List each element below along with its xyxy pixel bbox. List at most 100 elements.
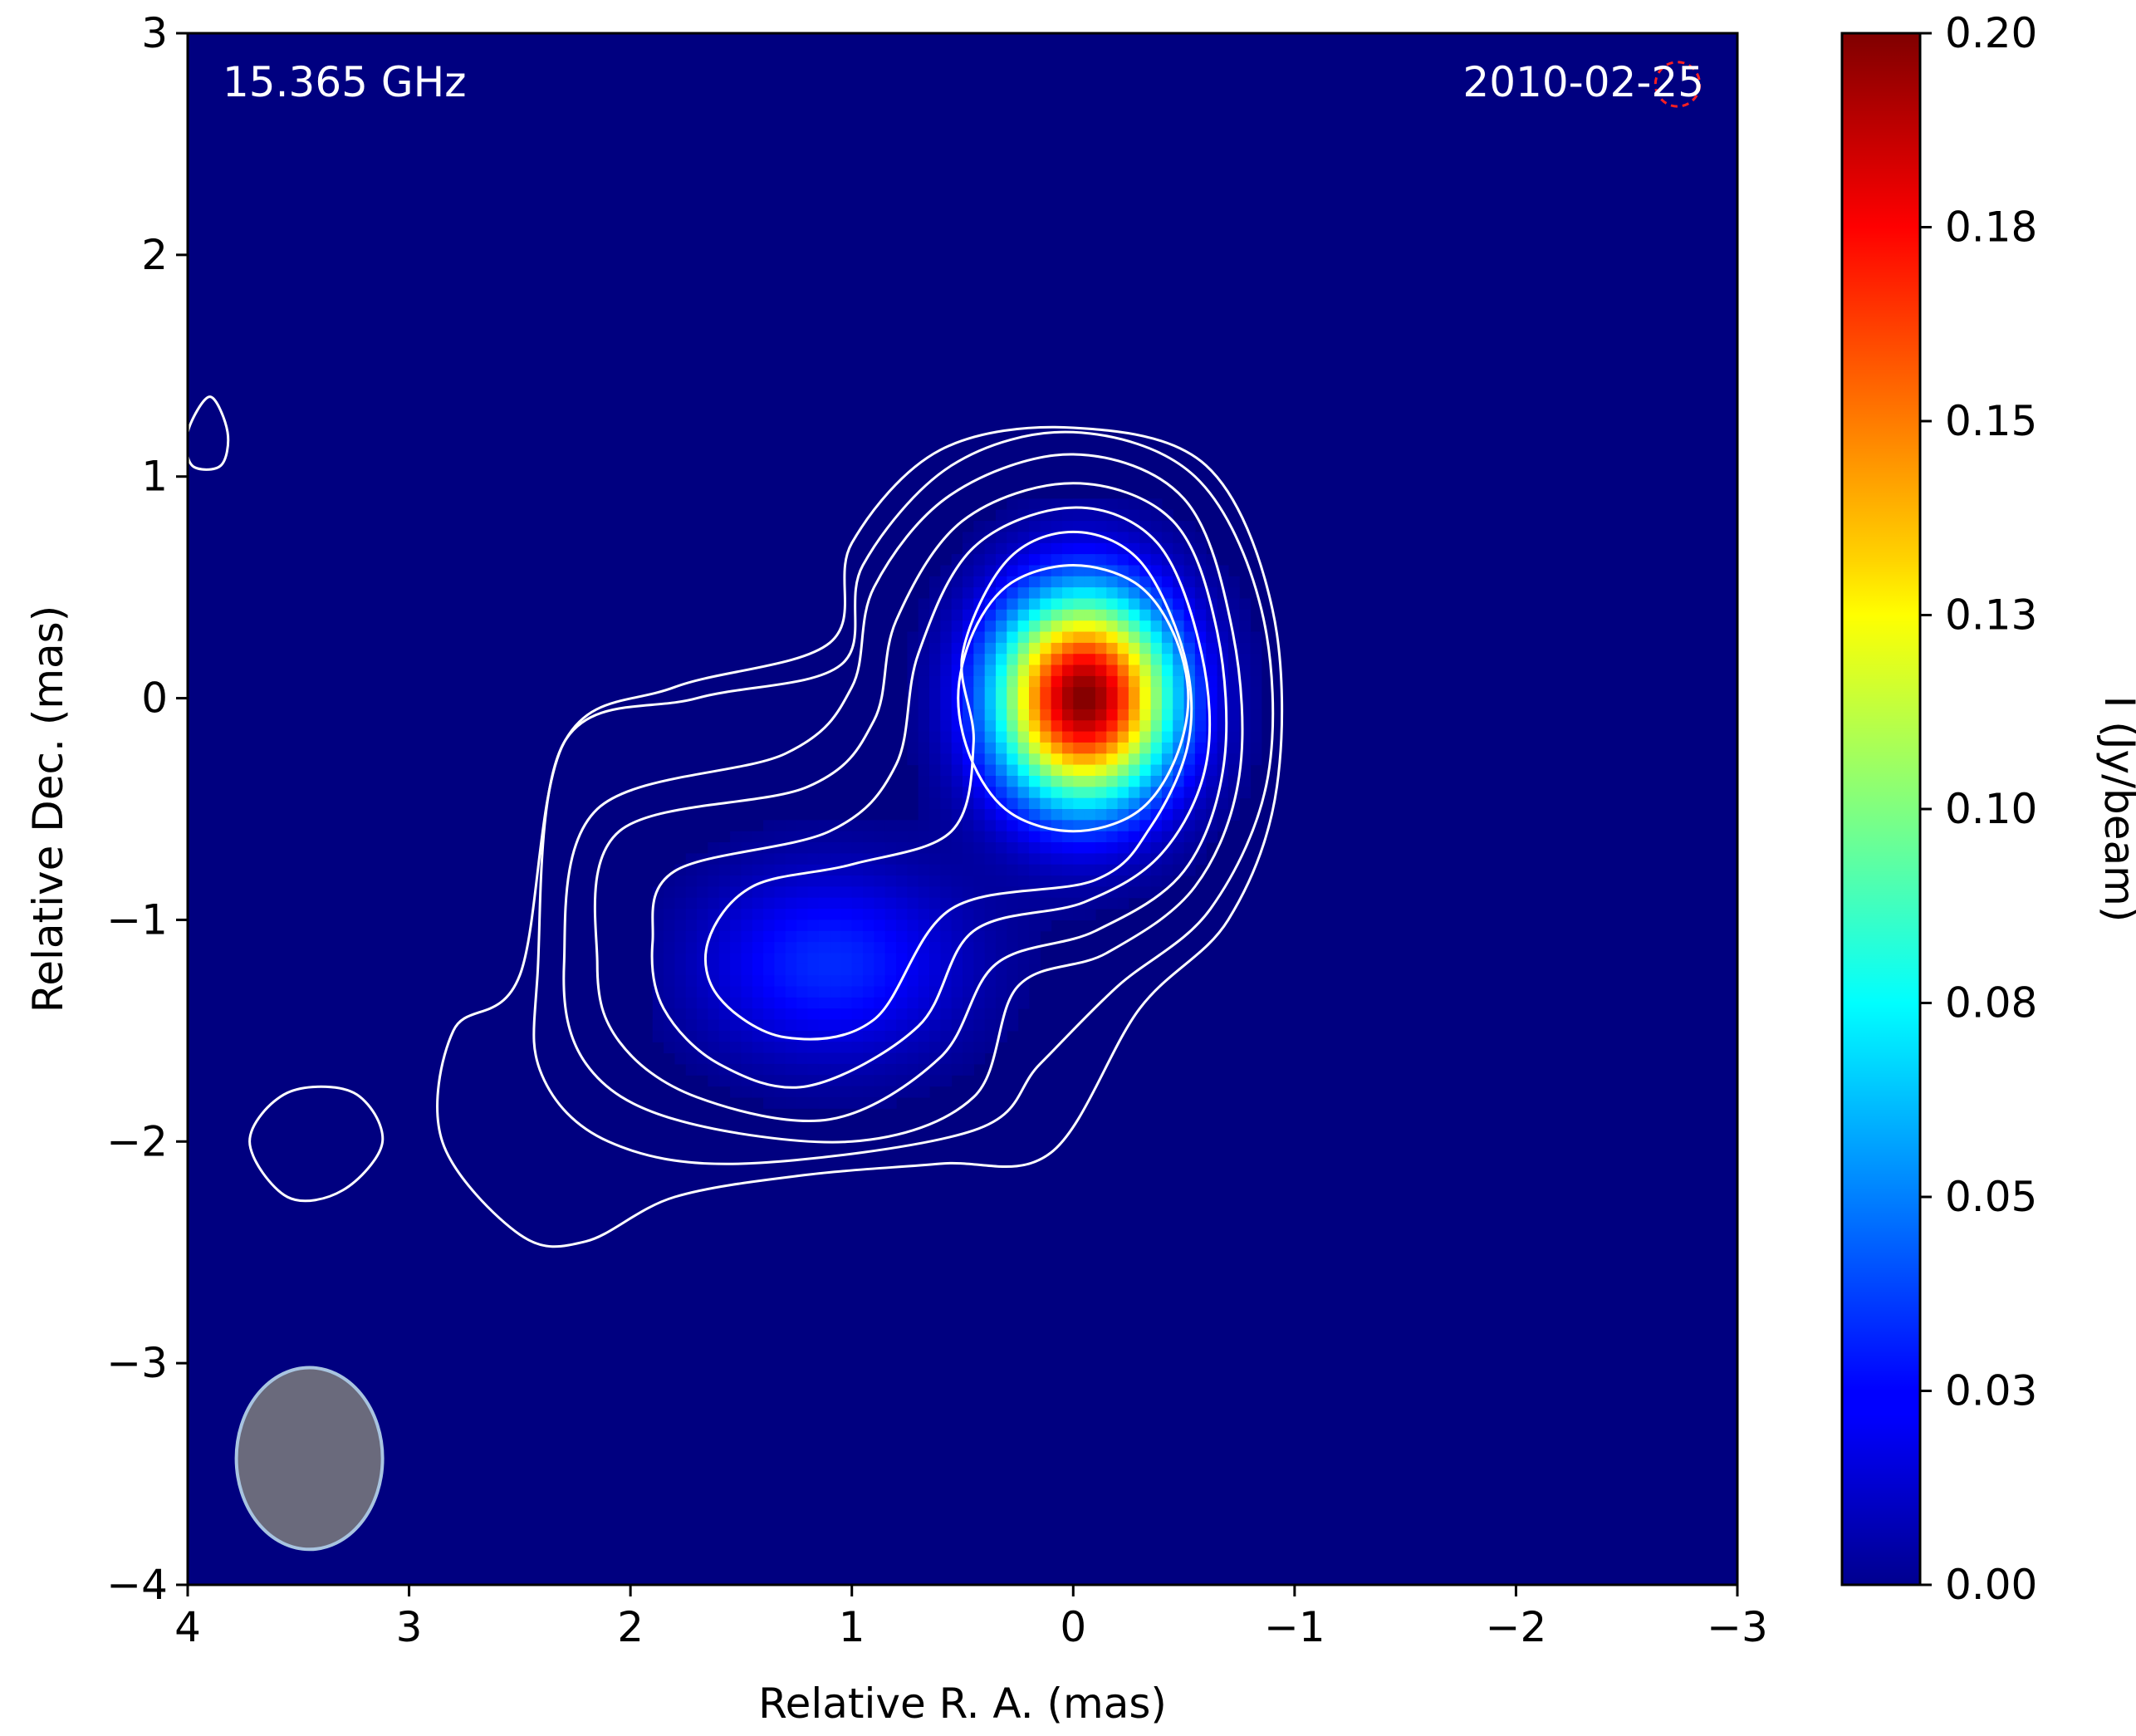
heatmap-pixel (907, 1052, 919, 1065)
heatmap-pixel (874, 842, 886, 854)
heatmap-pixel (730, 886, 742, 899)
heatmap-pixel (1095, 598, 1107, 611)
heatmap-pixel (1062, 809, 1074, 821)
heatmap-pixel (674, 942, 687, 954)
heatmap-pixel (1194, 687, 1207, 699)
heatmap-pixel (929, 787, 941, 799)
heatmap-pixel (907, 864, 919, 876)
heatmap-pixel (730, 986, 742, 998)
heatmap-pixel (907, 1063, 919, 1076)
heatmap-pixel (674, 997, 687, 1009)
heatmap-pixel (1017, 986, 1030, 998)
heatmap-pixel (918, 776, 930, 787)
heatmap-pixel (763, 853, 775, 866)
heatmap-pixel (1073, 598, 1085, 611)
heatmap-pixel (1073, 886, 1085, 899)
heatmap-pixel (984, 631, 997, 644)
heatmap-pixel (984, 1008, 997, 1021)
heatmap-pixel (1017, 820, 1030, 832)
heatmap-pixel (973, 1008, 986, 1021)
heatmap-pixel (973, 698, 986, 710)
heatmap-pixel (951, 875, 963, 887)
heatmap-pixel (1194, 587, 1207, 599)
heatmap-pixel (984, 742, 997, 754)
heatmap-pixel (1017, 787, 1030, 799)
heatmap-pixel (1017, 953, 1030, 965)
heatmap-pixel (1227, 764, 1240, 777)
heatmap-pixel (1051, 753, 1063, 766)
heatmap-pixel (1161, 753, 1173, 766)
heatmap-pixel (674, 1008, 687, 1021)
heatmap-pixel (1062, 521, 1074, 532)
heatmap-pixel (1095, 509, 1107, 522)
heatmap-pixel (1173, 598, 1185, 611)
heatmap-pixel (963, 842, 974, 854)
heatmap-pixel (951, 753, 963, 766)
heatmap-pixel (874, 919, 886, 932)
heatmap-pixel (996, 698, 1007, 710)
heatmap-pixel (1029, 498, 1041, 511)
heatmap-pixel (1084, 587, 1096, 599)
heatmap-pixel (1084, 687, 1096, 699)
heatmap-pixel (1250, 687, 1262, 699)
heatmap-pixel (929, 664, 941, 677)
heatmap-pixel (1139, 664, 1152, 677)
heatmap-pixel (1073, 809, 1085, 821)
heatmap-pixel (697, 886, 708, 899)
heatmap-pixel (1206, 642, 1218, 655)
heatmap-pixel (896, 953, 908, 965)
heatmap-pixel (840, 1042, 853, 1054)
heatmap-pixel (818, 853, 830, 866)
heatmap-pixel (685, 975, 698, 987)
heatmap-pixel (1095, 587, 1107, 599)
heatmap-pixel (796, 820, 808, 832)
heatmap-pixel (907, 720, 919, 733)
heatmap-pixel (963, 975, 974, 987)
heatmap-pixel (851, 909, 864, 920)
heatmap-pixel (929, 698, 941, 710)
heatmap-pixel (1073, 609, 1085, 621)
heatmap-pixel (996, 964, 1007, 976)
heatmap-pixel (951, 975, 963, 987)
heatmap-pixel (664, 1030, 675, 1042)
heatmap-pixel (1250, 631, 1262, 644)
heatmap-pixel (1007, 654, 1019, 666)
heatmap-pixel (951, 598, 963, 611)
heatmap-pixel (1183, 642, 1196, 655)
heatmap-pixel (951, 642, 963, 655)
heatmap-pixel (1106, 787, 1119, 799)
heatmap-pixel (1194, 731, 1207, 743)
heatmap-pixel (918, 919, 930, 932)
heatmap-pixel (973, 1052, 986, 1065)
heatmap-pixel (851, 930, 864, 943)
heatmap-pixel (940, 1030, 953, 1042)
heatmap-pixel (1040, 742, 1052, 754)
x-tick-label: 0 (1060, 1603, 1086, 1651)
heatmap-pixel (1029, 875, 1041, 887)
heatmap-pixel (1161, 664, 1173, 677)
heatmap-pixel (1051, 797, 1063, 810)
heatmap-pixel (1183, 576, 1196, 588)
heatmap-pixel (874, 1063, 886, 1076)
heatmap-pixel (984, 731, 997, 743)
heatmap-pixel (1161, 642, 1173, 655)
heatmap-pixel (929, 964, 941, 976)
heatmap-pixel (807, 1052, 820, 1065)
heatmap-pixel (1106, 598, 1119, 611)
heatmap-pixel (1183, 554, 1196, 566)
heatmap-pixel (1095, 842, 1107, 854)
heatmap-pixel (774, 975, 786, 987)
heatmap-pixel (1161, 831, 1173, 843)
heatmap-pixel (1095, 620, 1107, 633)
heatmap-pixel (984, 1042, 997, 1054)
heatmap-pixel (718, 930, 731, 943)
heatmap-pixel (785, 975, 797, 987)
heatmap-pixel (685, 930, 698, 943)
heatmap-pixel (1084, 842, 1096, 854)
heatmap-pixel (851, 964, 864, 976)
heatmap-pixel (1007, 753, 1019, 766)
heatmap-pixel (907, 1042, 919, 1054)
contour-line (957, 563, 1190, 833)
heatmap-pixel (863, 886, 874, 899)
